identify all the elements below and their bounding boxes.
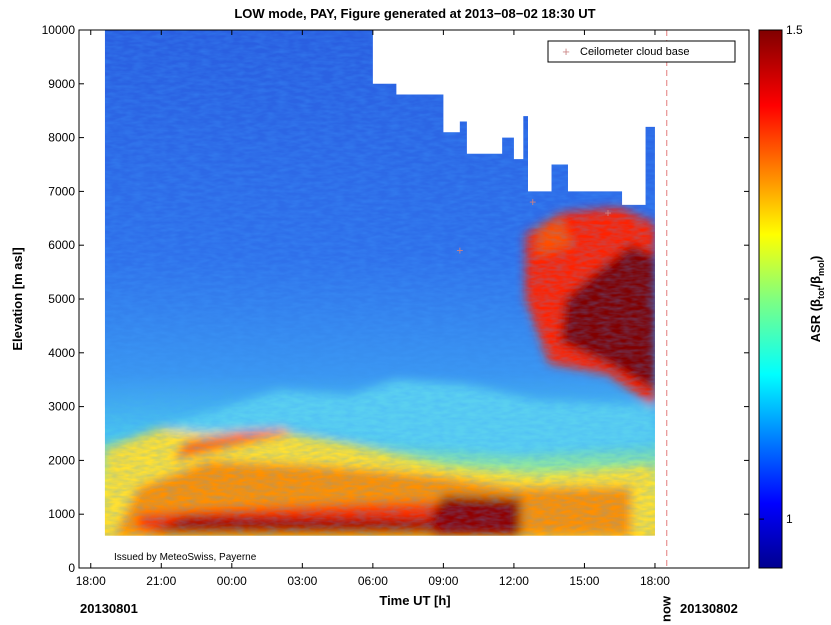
legend-box: + Ceilometer cloud base — [547, 40, 736, 63]
colorbar-tick-label: 1.5 — [786, 23, 803, 37]
x-tick-label: 12:00 — [499, 574, 529, 588]
x-axis: 18:00 21:00 00:00 03:00 06:00 09:00 12:00 15:00… — [76, 30, 670, 588]
x-tick-label: 09:00 — [428, 574, 458, 588]
y-axis: 0 1000 2000 3000 4000 5000 6000 7000 8000 9000 100… — [42, 23, 749, 575]
date-end-label: 20130802 — [680, 601, 738, 616]
issued-by-note: Issued by MeteoSwiss, Payerne — [114, 552, 257, 563]
date-start-label: 20130801 — [80, 601, 138, 616]
cloud-base-marker: + — [456, 244, 463, 258]
legend-label: Ceilometer cloud base — [580, 46, 689, 58]
x-tick-label: 21:00 — [146, 574, 176, 588]
y-tick-label: 8000 — [48, 131, 75, 145]
now-label: now — [659, 595, 674, 622]
legend-marker: + — [562, 44, 570, 59]
y-tick-label: 6000 — [48, 238, 75, 252]
cloud-base-marker: + — [529, 195, 536, 209]
chart-title: LOW mode, PAY, Figure generated at 2013−… — [234, 6, 595, 21]
colorbar-scale — [758, 29, 783, 569]
x-axis-label: Time UT [h] — [379, 593, 450, 608]
colorbar-ticks: 1.51 — [759, 23, 803, 526]
colorbar-label: ASR (βtot/βmol) — [808, 256, 826, 343]
y-tick-label: 5000 — [48, 292, 75, 306]
cloud-base-marker: + — [604, 206, 611, 220]
y-tick-label: 10000 — [42, 23, 76, 37]
x-tick-label: 00:00 — [217, 574, 247, 588]
y-tick-label: 4000 — [48, 346, 75, 360]
colorbar-tick-label: 1 — [786, 512, 793, 526]
y-tick-label: 9000 — [48, 77, 75, 91]
cloud-base-markers: + + + — [456, 195, 611, 257]
x-tick-label: 06:00 — [358, 574, 388, 588]
y-tick-label: 7000 — [48, 184, 75, 198]
x-tick-label: 03:00 — [287, 574, 317, 588]
colorbar: 1.51 ASR (βtot/βmol) — [758, 23, 826, 569]
y-tick-label: 2000 — [48, 453, 75, 467]
x-tick-label: 18:00 — [640, 574, 670, 588]
x-tick-label: 15:00 — [569, 574, 599, 588]
x-tick-label: 18:00 — [76, 574, 106, 588]
y-tick-label: 3000 — [48, 400, 75, 414]
y-tick-label: 1000 — [48, 507, 75, 521]
y-axis-label: Elevation [m asl] — [10, 247, 25, 350]
y-tick-label: 0 — [68, 561, 75, 575]
